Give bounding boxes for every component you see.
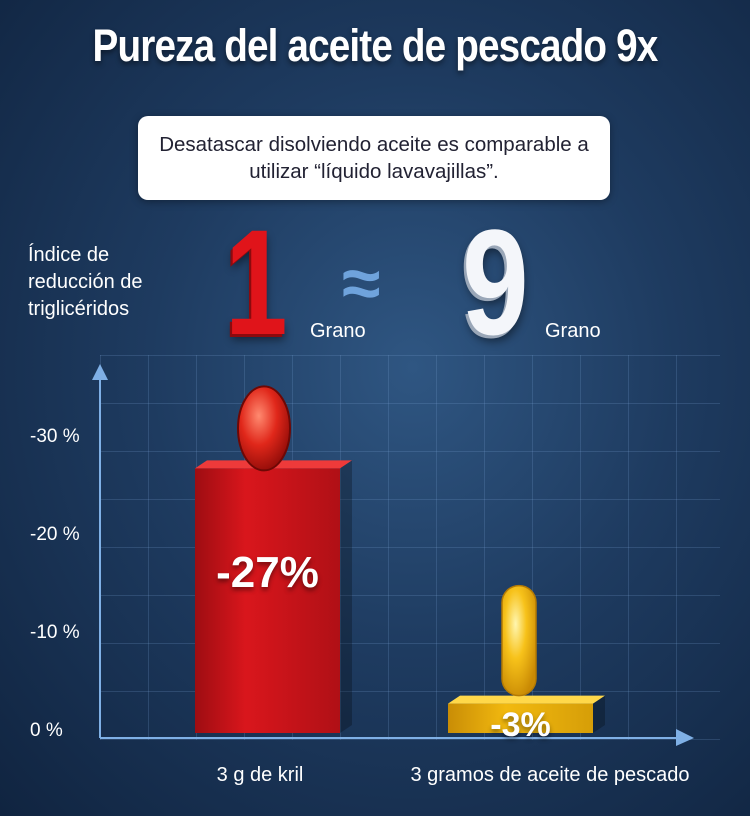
fish-oil-capsule-icon <box>501 584 537 697</box>
y-tick-label: -10 % <box>30 622 80 643</box>
info-note: Desatascar disolviendo aceite es compara… <box>138 116 610 200</box>
x-category-label-krill: 3 g de kril <box>216 764 304 786</box>
y-tick-label: 0 % <box>30 720 63 741</box>
bar-fish-oil-side <box>593 695 605 733</box>
comparison-right-number: 9 <box>462 198 529 366</box>
bar-fish-oil <box>448 703 593 733</box>
comparison-right-unit: Grano <box>545 320 601 342</box>
approx-symbol: ≈ <box>342 244 381 322</box>
info-note-text: Desatascar disolviendo aceite es compara… <box>159 133 589 183</box>
bar-data-label-krill: -27% <box>216 548 319 598</box>
comparison-left-number: 1 <box>225 198 288 366</box>
comparison-left-unit: Grano <box>310 320 366 342</box>
x-axis-arrow <box>676 729 694 746</box>
bar-fish-oil-top <box>448 695 605 704</box>
y-axis-arrow <box>92 364 108 380</box>
y-axis-label: Índice de reducción de triglicéridos <box>28 244 143 320</box>
bar-krill-side <box>340 460 352 733</box>
bar-data-label-fish-oil: -3% <box>490 705 551 744</box>
y-tick-label: -20 % <box>30 524 80 545</box>
page-title: Pureza del aceite de pescado 9x <box>92 20 659 71</box>
y-tick-label: -30 % <box>30 426 80 447</box>
x-category-label-fish-oil: 3 gramos de aceite de pescado <box>410 764 690 786</box>
krill-capsule-icon <box>237 385 291 472</box>
bar-krill <box>195 468 340 733</box>
